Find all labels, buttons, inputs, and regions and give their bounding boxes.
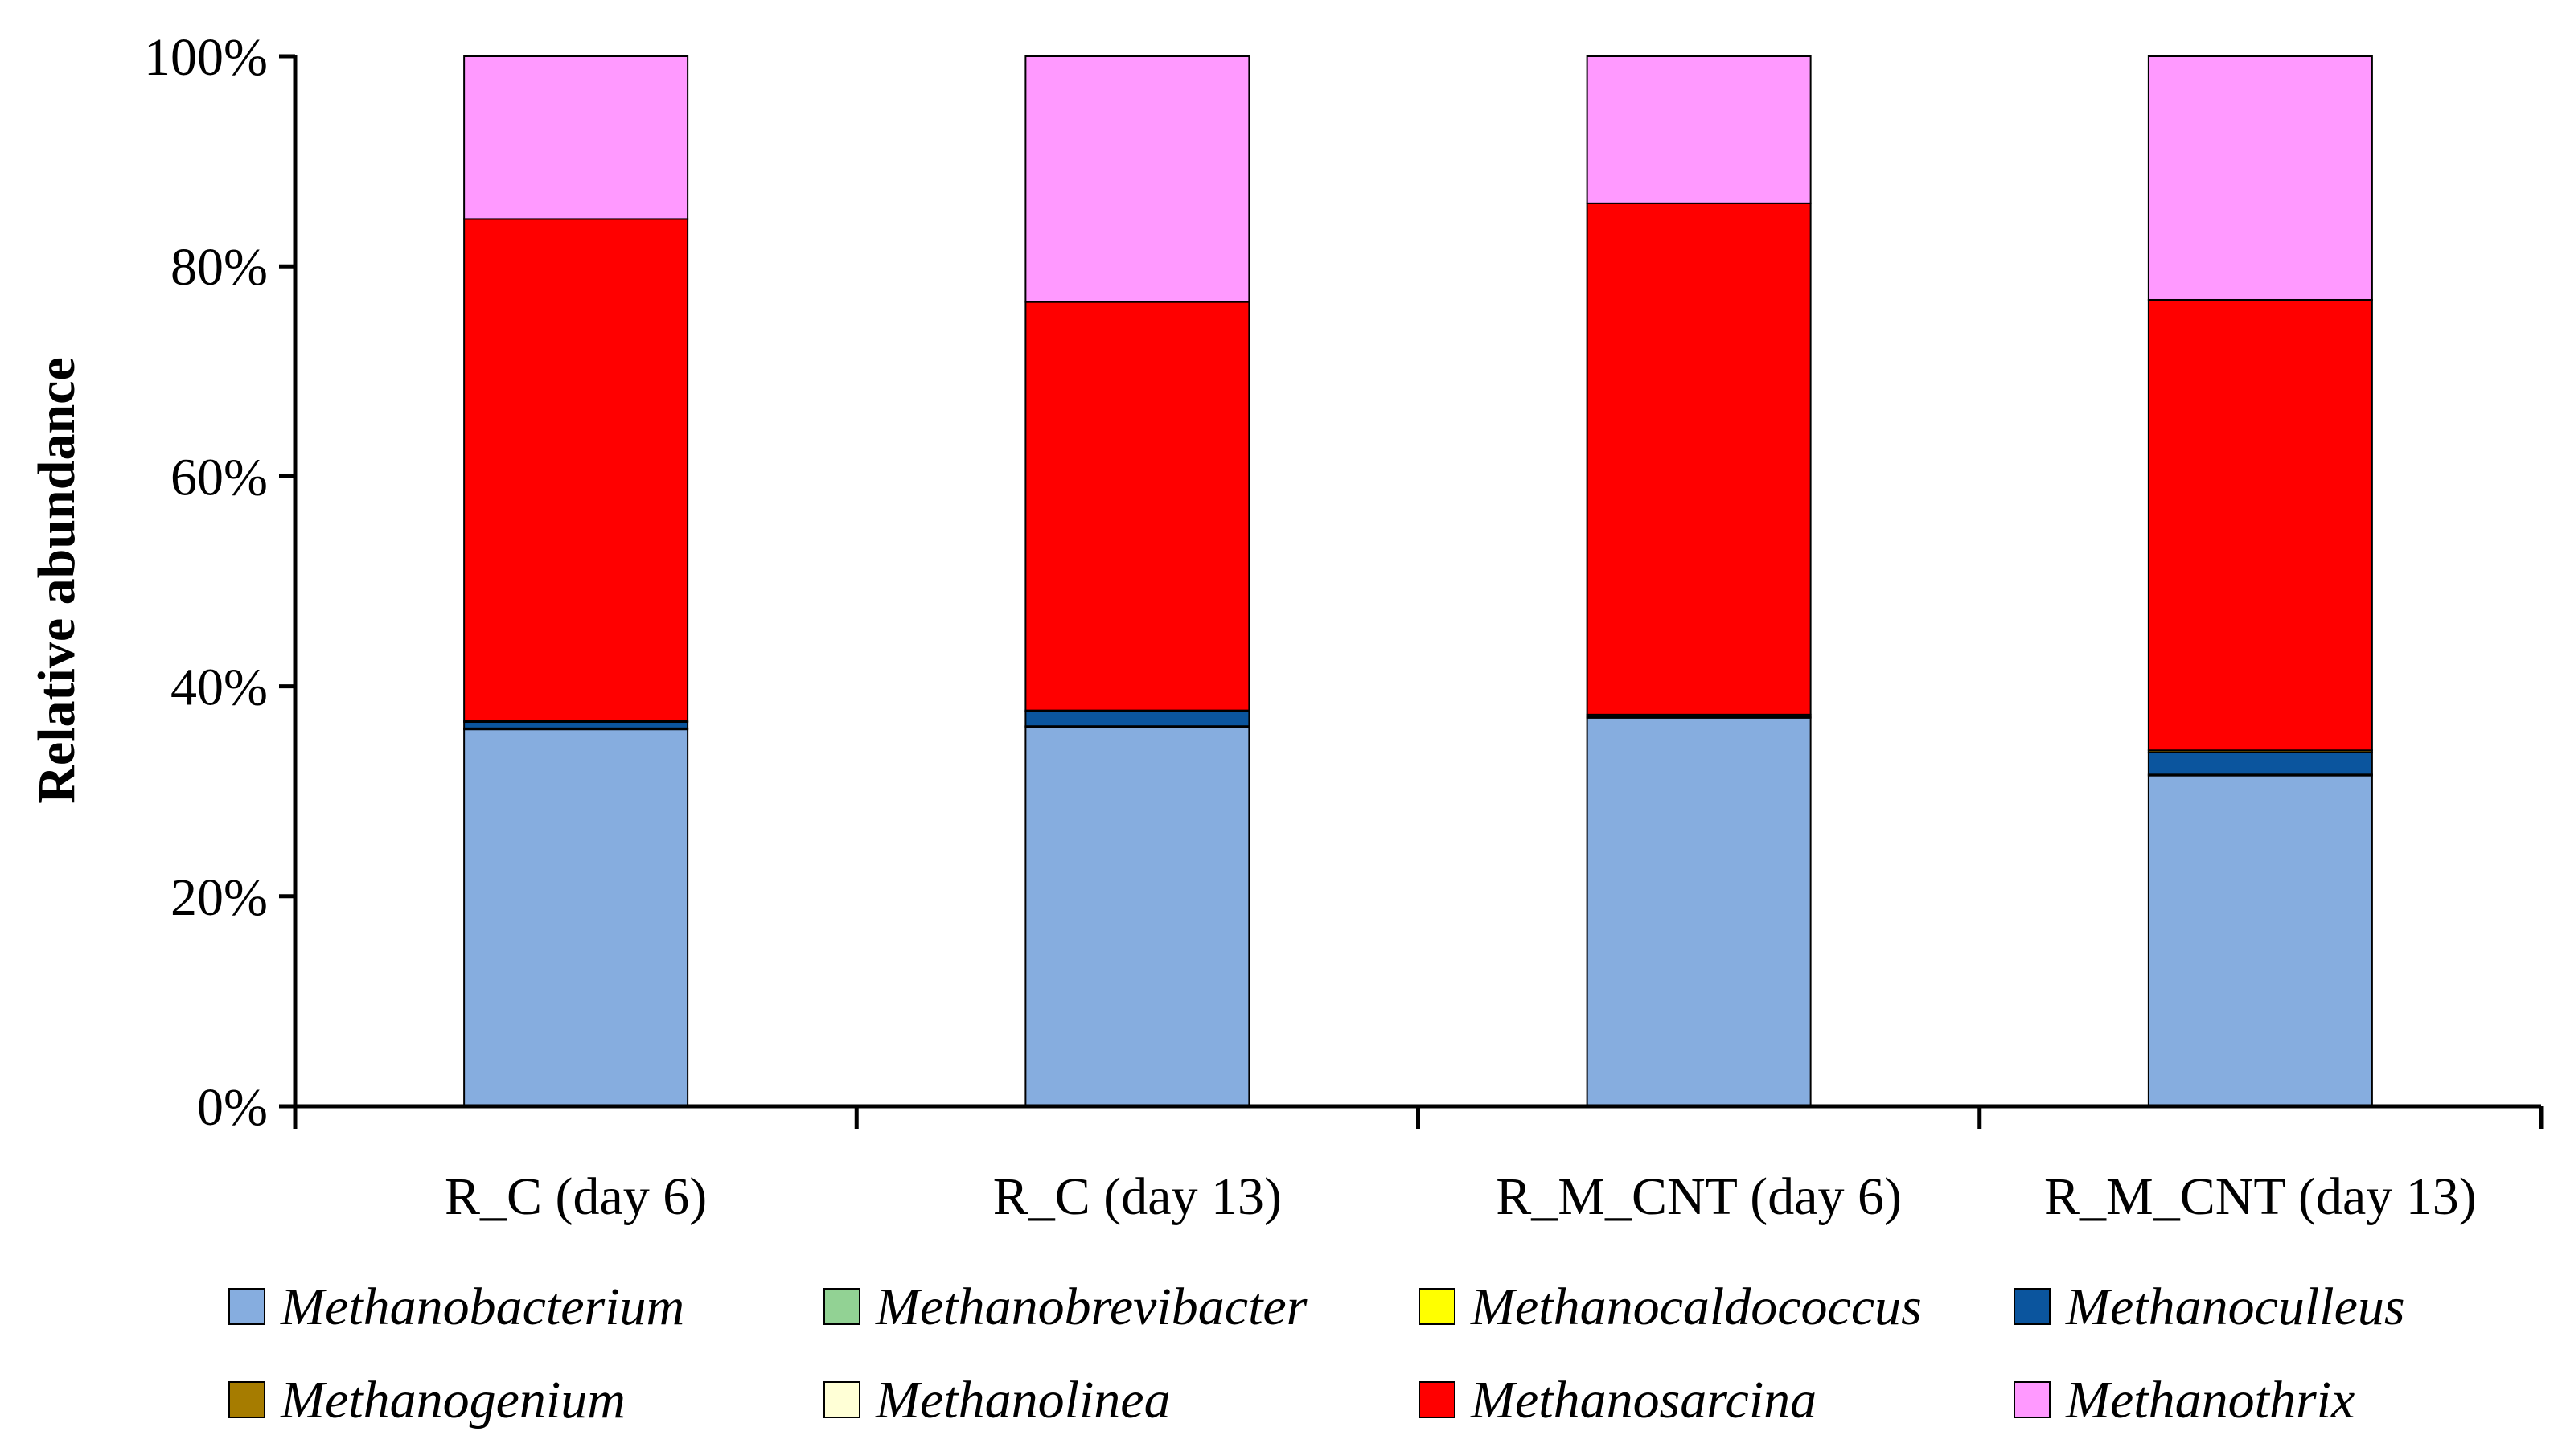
y-tick-label: 80% — [170, 238, 268, 297]
bar-segment-methanobacterium-r-c-day-6 — [463, 728, 689, 1107]
legend-swatch-methanolinea — [823, 1381, 860, 1418]
bar-segment-methanobacterium-r-c-day-13 — [1024, 726, 1250, 1107]
bar-segment-methanobacterium-r-m-cnt-day-13 — [2147, 774, 2373, 1107]
bar-segment-methanoculleus-r-m-cnt-day-13 — [2147, 751, 2373, 776]
y-tick-label: 60% — [170, 448, 268, 507]
legend: Methanobacterium Methanobrevibacter Methan… — [228, 1278, 2405, 1429]
legend-label-methanothrix: Methanothrix — [2065, 1371, 2355, 1429]
legend-swatch-methanothrix — [2014, 1381, 2051, 1418]
legend-swatch-methanobrevibacter — [823, 1288, 860, 1325]
y-tick-label: 0% — [197, 1078, 268, 1137]
bar-segment-methanosarcina-r-c-day-6 — [463, 218, 689, 722]
bar-segment-methanoculleus-r-c-day-6 — [463, 721, 689, 729]
bar-segment-methanosarcina-r-m-cnt-day-13 — [2147, 298, 2373, 752]
legend-swatch-methanogenium — [228, 1381, 265, 1418]
legend-label-methanobrevibacter: Methanobrevibacter — [875, 1278, 1308, 1336]
legend-swatch-methanobacterium — [228, 1288, 265, 1325]
legend-label-methanolinea: Methanolinea — [875, 1371, 1171, 1429]
bar-group — [463, 55, 2373, 1108]
bar-segment-methanothrix-r-m-cnt-day-6 — [1586, 55, 1812, 204]
bar-segment-methanosarcina-r-c-day-13 — [1024, 301, 1250, 712]
x-tick-label: R_M_CNT (day 13) — [2044, 1167, 2477, 1226]
y-tick-label: 100% — [144, 28, 268, 87]
x-tick-label: R_C (day 13) — [993, 1167, 1282, 1226]
legend-swatch-methanocaldococcus — [1419, 1288, 1455, 1325]
legend-label-methanobacterium: Methanobacterium — [280, 1278, 684, 1336]
legend-swatch-methanosarcina — [1419, 1381, 1455, 1418]
y-tick-label: 40% — [170, 658, 268, 717]
x-tick-label: R_C (day 6) — [445, 1167, 707, 1226]
legend-label-methanogenium: Methanogenium — [280, 1371, 626, 1429]
bar-segment-methanosarcina-r-m-cnt-day-6 — [1586, 202, 1812, 716]
x-tick-label: R_M_CNT (day 6) — [1496, 1167, 1902, 1226]
legend-swatch-methanoculleus — [2014, 1288, 2051, 1325]
bar-segment-methanobacterium-r-m-cnt-day-6 — [1586, 716, 1812, 1108]
bar-segment-methanoculleus-r-c-day-13 — [1024, 710, 1250, 728]
axes: 0% 20% 40% 60% 80% 100% R_C (day 6) R_C (day 13… — [144, 28, 2544, 1226]
legend-label-methanosarcina: Methanosarcina — [1470, 1371, 1817, 1429]
bar-segment-methanothrix-r-m-cnt-day-13 — [2147, 55, 2373, 301]
legend-label-methanoculleus: Methanoculleus — [2065, 1278, 2405, 1336]
y-axis-title: Relative abundance — [27, 357, 86, 804]
legend-label-methanocaldococcus: Methanocaldococcus — [1470, 1278, 1922, 1336]
bar-segment-methanothrix-r-c-day-6 — [463, 55, 689, 220]
bar-segment-methanothrix-r-c-day-13 — [1024, 55, 1250, 303]
y-tick-label: 20% — [170, 868, 268, 927]
